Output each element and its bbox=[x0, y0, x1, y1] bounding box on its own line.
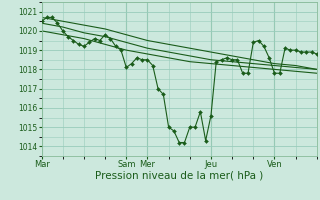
X-axis label: Pression niveau de la mer( hPa ): Pression niveau de la mer( hPa ) bbox=[95, 171, 263, 181]
